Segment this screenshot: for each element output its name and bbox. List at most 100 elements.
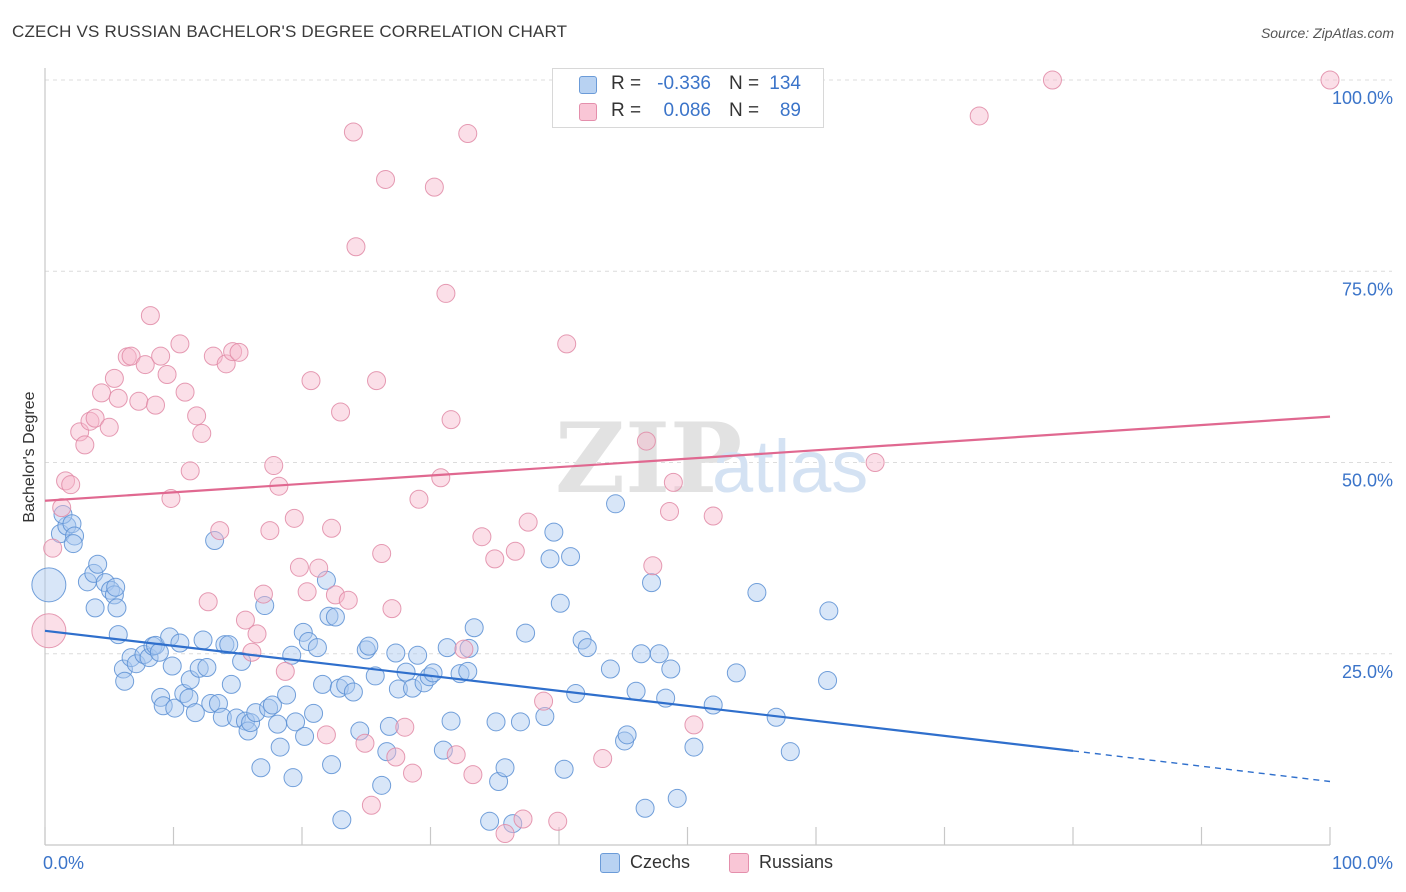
czechs-point (747, 583, 767, 603)
russians-point (436, 283, 456, 303)
czechs-point (325, 607, 345, 627)
r-value: -0.336 (657, 73, 711, 94)
russians-point (458, 124, 478, 144)
czechs-point (246, 703, 266, 723)
russians-point (322, 518, 342, 538)
russians-point (284, 508, 304, 528)
czechs-point (107, 598, 127, 618)
russians-point (289, 557, 309, 577)
russians-point (157, 365, 177, 385)
russians-point (198, 592, 218, 612)
czechs-point (703, 695, 723, 715)
russians-point (52, 498, 72, 518)
y-tick-label: 50.0% (1342, 471, 1393, 491)
russians-swatch (579, 103, 597, 121)
russians-point (557, 334, 577, 354)
czechs-point (554, 759, 574, 779)
russians-point (338, 590, 358, 610)
russians-point (703, 506, 723, 526)
russians-point (534, 691, 554, 711)
czechs-point (617, 725, 637, 745)
czechs-point (316, 570, 336, 590)
czechs-point (162, 656, 182, 676)
czechs-point (550, 593, 570, 613)
czechs-point (322, 755, 342, 775)
czechs-point (115, 671, 135, 691)
russians-point (386, 747, 406, 767)
russians-point (548, 811, 568, 831)
russians-point (170, 334, 190, 354)
russians-point (92, 383, 112, 403)
r-value: 0.086 (663, 100, 711, 121)
czechs-point (423, 663, 443, 683)
russians-point (643, 556, 663, 576)
correlation-legend: R = -0.336 N = 134 R = 0.086 N = 89 (552, 68, 824, 128)
czechs-point (486, 712, 506, 732)
n-label: N = (729, 100, 760, 121)
czechs-point (106, 577, 126, 597)
russians-point (431, 468, 451, 488)
czechs-point (268, 714, 288, 734)
czechs-point (139, 648, 159, 668)
czechs-point (642, 573, 662, 593)
czechs-point (408, 645, 428, 665)
russians-point (472, 527, 492, 547)
czechs-point (241, 713, 261, 733)
czechs-point (286, 712, 306, 732)
russians-point (264, 456, 284, 476)
russians-point (99, 417, 119, 437)
russians-point (663, 472, 683, 492)
czechs-point (313, 674, 333, 694)
czechs-point (343, 682, 363, 702)
czechs-point (350, 721, 370, 741)
legend-label-russians: Russians (759, 852, 834, 872)
russians-point (361, 795, 381, 815)
russians-point (260, 521, 280, 541)
czechs-point (193, 630, 213, 650)
czechs-point (31, 567, 67, 603)
czechs-point (277, 685, 297, 705)
russians-point (518, 512, 538, 532)
russians-point (85, 408, 105, 428)
russians-point (216, 354, 236, 374)
x-tick-label: 0.0% (43, 853, 84, 873)
czechs-point (189, 658, 209, 678)
czechs-point (282, 645, 302, 665)
czechs-point (304, 703, 324, 723)
legend-row-russians: R = 0.086 N = 89 (553, 100, 823, 126)
russians-point (485, 549, 505, 569)
y-axis-title: Bachelor's Degree (21, 391, 38, 522)
czechs-point (600, 659, 620, 679)
r-label: R = (611, 73, 642, 94)
russians-point (135, 355, 155, 375)
czechs-point (726, 663, 746, 683)
russians-point (242, 642, 262, 662)
czechs-point (577, 638, 597, 658)
legend-label-czechs: Czechs (630, 852, 691, 872)
czechs-point (365, 666, 385, 686)
czechs-point (201, 693, 221, 713)
russians-point (56, 471, 76, 491)
russians-point (140, 306, 160, 326)
russians-point (75, 435, 95, 455)
russians-point (316, 725, 336, 745)
russians-point (301, 371, 321, 391)
russians-point (684, 715, 704, 735)
russians-point (223, 342, 243, 362)
czechs-point (480, 811, 500, 831)
czechs-swatch (600, 853, 620, 873)
czechs-point (377, 742, 397, 762)
czechs-point (62, 514, 82, 534)
czechs-point (495, 758, 515, 778)
russians-point (441, 410, 461, 430)
czechs-point (661, 659, 681, 679)
czechs-point (818, 671, 838, 691)
russians-point (660, 501, 680, 521)
russians-point (180, 461, 200, 481)
czechs-point (65, 526, 85, 546)
czechs-point (262, 695, 282, 715)
russians-point (253, 584, 273, 604)
czechs-point (819, 601, 839, 621)
russians-point (424, 177, 444, 197)
